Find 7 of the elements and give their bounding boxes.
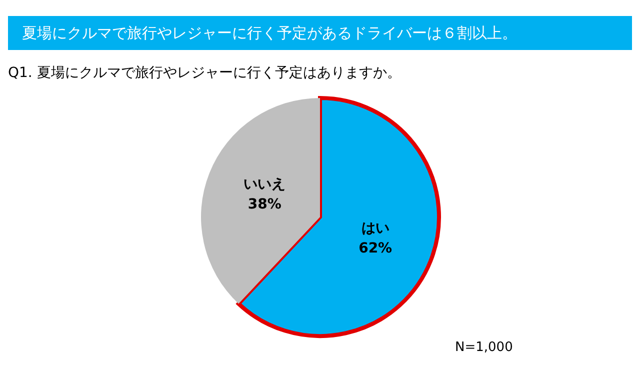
chart-title: 夏場にクルマで旅行やレジャーに行く予定があるドライバーは６割以上。 [8,16,632,50]
slice-label: いいえ [244,176,286,193]
data-label: 38% [248,196,282,213]
data-label: 62% [358,240,392,257]
text: N=1,000 [455,340,513,355]
chart-subtitle: Q1. 夏場にクルマで旅行やレジャーに行く予定はありますか。 [8,64,401,82]
slice-label: はい [361,220,390,237]
